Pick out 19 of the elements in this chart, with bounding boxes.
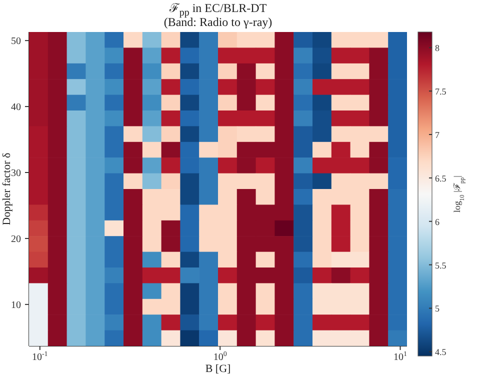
y-tick-label: 40 bbox=[11, 102, 21, 114]
color-bar-label: 4.5 bbox=[435, 347, 447, 358]
color-bar-label: 6 bbox=[435, 216, 440, 227]
color-bar-label: 6.5 bbox=[435, 173, 447, 184]
y-tick-label: 30 bbox=[11, 168, 21, 180]
color-bar-label: 5.5 bbox=[435, 260, 447, 270]
color-bar-label: 7 bbox=[435, 130, 440, 140]
y-tick-label: 20 bbox=[11, 234, 21, 245]
x-axis-title: B [G] bbox=[204, 362, 232, 376]
color-bar-label: 7.5 bbox=[435, 86, 447, 97]
color-bar-label: 8 bbox=[435, 43, 440, 54]
x-tick-label: 10$^{-1}$ bbox=[32, 350, 48, 363]
x-tick-label: 10$^{0}$ bbox=[213, 350, 228, 363]
y-tick-label: 50 bbox=[11, 36, 21, 48]
y-axis-title: Doppler factor δ bbox=[1, 152, 13, 226]
color-bar-label: 5 bbox=[435, 304, 440, 314]
chart-title: ℱ$_{pp}$ in EC/BLR-DT bbox=[169, 1, 267, 18]
x-tick-label: 10$^{1}$ bbox=[394, 350, 408, 363]
y-tick-label: 10 bbox=[11, 300, 21, 311]
